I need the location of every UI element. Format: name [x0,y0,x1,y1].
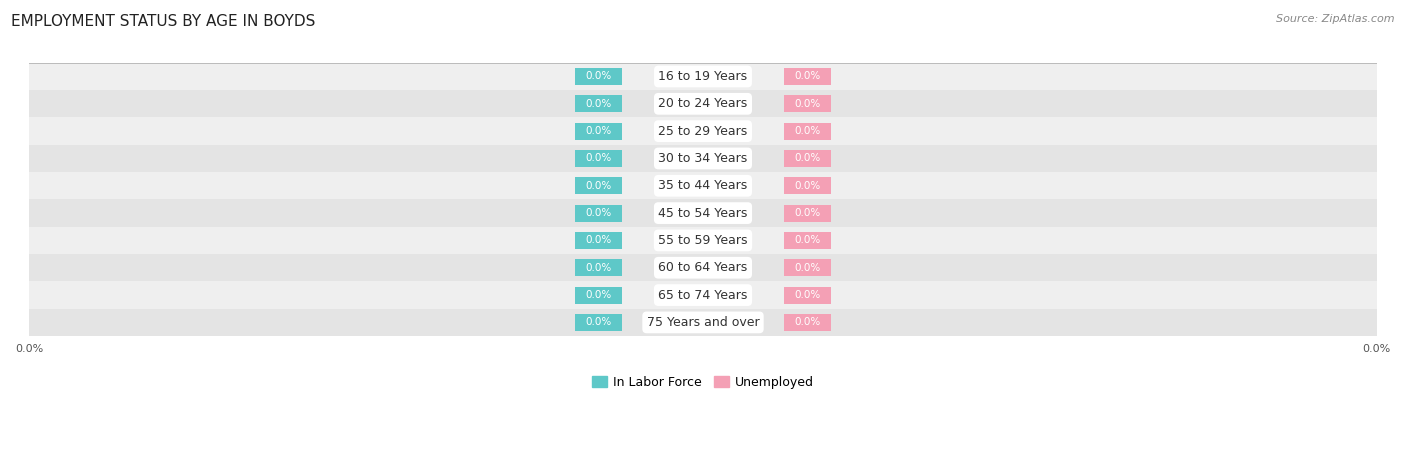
Text: 75 Years and over: 75 Years and over [647,316,759,329]
Text: 16 to 19 Years: 16 to 19 Years [658,70,748,83]
FancyBboxPatch shape [30,63,1376,90]
Bar [785,205,831,221]
Text: 20 to 24 Years: 20 to 24 Years [658,97,748,110]
Legend: In Labor Force, Unemployed: In Labor Force, Unemployed [586,371,820,394]
Bar [785,150,831,167]
Text: 0.0%: 0.0% [585,235,612,245]
Bar [575,123,621,140]
Text: 0.0%: 0.0% [794,72,821,82]
Bar [575,95,621,112]
Bar [785,177,831,194]
Bar [575,68,621,85]
Text: 0.0%: 0.0% [585,181,612,191]
FancyBboxPatch shape [30,309,1376,336]
Bar [575,205,621,221]
Text: 30 to 34 Years: 30 to 34 Years [658,152,748,165]
Text: 45 to 54 Years: 45 to 54 Years [658,207,748,220]
Text: 0.0%: 0.0% [585,72,612,82]
FancyBboxPatch shape [30,172,1376,199]
Bar [575,232,621,249]
Text: 0.0%: 0.0% [794,126,821,136]
Bar [575,150,621,167]
Text: 0.0%: 0.0% [794,99,821,109]
Text: EMPLOYMENT STATUS BY AGE IN BOYDS: EMPLOYMENT STATUS BY AGE IN BOYDS [11,14,315,28]
Text: 0.0%: 0.0% [794,263,821,273]
Text: 60 to 64 Years: 60 to 64 Years [658,261,748,274]
Bar [785,232,831,249]
Text: 55 to 59 Years: 55 to 59 Years [658,234,748,247]
Bar [785,95,831,112]
Bar [575,286,621,304]
FancyBboxPatch shape [30,90,1376,117]
Bar [785,286,831,304]
Text: 0.0%: 0.0% [794,208,821,218]
Text: 0.0%: 0.0% [585,290,612,300]
Bar [785,123,831,140]
Text: 0.0%: 0.0% [794,235,821,245]
Text: 0.0%: 0.0% [585,153,612,163]
FancyBboxPatch shape [30,254,1376,281]
Text: 0.0%: 0.0% [585,263,612,273]
Text: 0.0%: 0.0% [794,318,821,327]
Bar [785,314,831,331]
FancyBboxPatch shape [30,281,1376,309]
Text: 25 to 29 Years: 25 to 29 Years [658,124,748,138]
Text: 0.0%: 0.0% [794,290,821,300]
Text: 0.0%: 0.0% [585,126,612,136]
Bar [575,314,621,331]
Text: 65 to 74 Years: 65 to 74 Years [658,289,748,302]
Bar [785,68,831,85]
Text: 0.0%: 0.0% [794,153,821,163]
Bar [575,177,621,194]
FancyBboxPatch shape [30,199,1376,227]
Bar [785,259,831,276]
Text: Source: ZipAtlas.com: Source: ZipAtlas.com [1277,14,1395,23]
Text: 35 to 44 Years: 35 to 44 Years [658,179,748,192]
FancyBboxPatch shape [30,117,1376,145]
Text: 0.0%: 0.0% [585,208,612,218]
Text: 0.0%: 0.0% [794,181,821,191]
Text: 0.0%: 0.0% [585,318,612,327]
Text: 0.0%: 0.0% [585,99,612,109]
Bar [575,259,621,276]
FancyBboxPatch shape [30,145,1376,172]
FancyBboxPatch shape [30,227,1376,254]
